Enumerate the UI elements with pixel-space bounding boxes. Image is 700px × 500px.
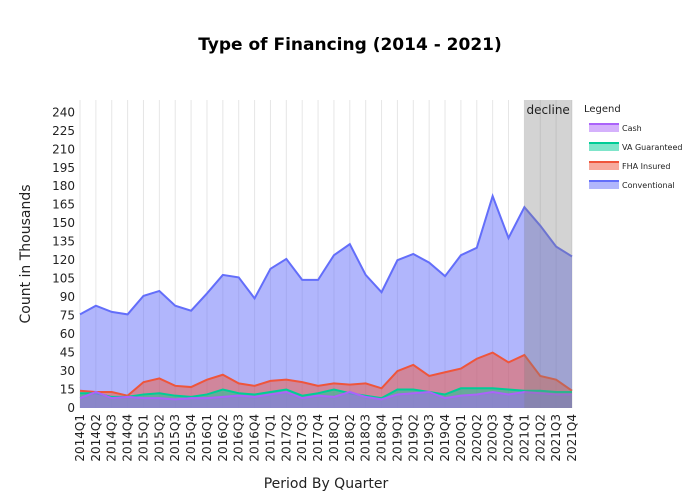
x-tick-label-2017Q4: 2017Q4 (311, 414, 325, 462)
chart-title: Type of Financing (2014 - 2021) (198, 35, 502, 55)
x-tick-label-2015Q2: 2015Q2 (152, 414, 166, 462)
x-tick-label-2014Q4: 2014Q4 (121, 414, 135, 462)
line-fha-insured (79, 351, 573, 397)
x-tick-label-2018Q1: 2018Q1 (327, 414, 341, 462)
y-tick-label: 120 (52, 253, 75, 267)
y-tick-label: 165 (52, 198, 75, 212)
y-tick-label: 75 (60, 309, 75, 323)
x-tick-label-2020Q3: 2020Q3 (486, 414, 500, 462)
area-series (79, 193, 573, 408)
y-tick-label: 210 (52, 142, 75, 156)
y-tick-label: 60 (60, 327, 75, 341)
x-tick-label-2018Q2: 2018Q2 (343, 414, 357, 462)
legend-swatch-cash (589, 124, 619, 132)
legend-label-fha-insured: FHA Insured (622, 162, 670, 171)
line-cash (79, 390, 572, 401)
y-tick-label: 90 (60, 290, 75, 304)
legend-item-fha-insured[interactable]: FHA Insured (589, 161, 670, 171)
y-tick-label: 15 (60, 383, 75, 397)
area-cash (80, 391, 572, 408)
x-axis-title: Period By Quarter (264, 476, 389, 492)
y-tick-label: 30 (60, 364, 75, 378)
x-tick-label-2016Q2: 2016Q2 (216, 414, 230, 462)
x-tick-label-2020Q4: 2020Q4 (502, 414, 516, 462)
x-tick-label-2017Q1: 2017Q1 (263, 414, 277, 462)
x-tick-label-2019Q4: 2019Q4 (438, 414, 452, 462)
x-tick-label-2018Q4: 2018Q4 (375, 414, 389, 462)
area-conventional (80, 196, 572, 408)
legend-title: Legend (584, 104, 621, 115)
x-tick-label-2017Q2: 2017Q2 (279, 414, 293, 462)
line-va-guaranteed (80, 387, 572, 400)
legend-item-va-guaranteed[interactable]: VA Guaranteed (589, 142, 682, 152)
x-tick-label-2021Q4: 2021Q4 (565, 414, 579, 462)
legend-label-conventional: Conventional (622, 181, 675, 190)
legend-item-conventional[interactable]: Conventional (589, 180, 675, 190)
legend-label-cash: Cash (622, 124, 642, 133)
x-tick-label-2014Q2: 2014Q2 (89, 414, 103, 462)
x-tick-label-2015Q4: 2015Q4 (184, 414, 198, 462)
legend-swatch-conventional (589, 181, 619, 189)
shaded-region-rect (524, 100, 572, 408)
y-axis-title: Count in Thousands (18, 184, 34, 323)
x-tick-label-2020Q1: 2020Q1 (454, 414, 468, 462)
x-tick-label-2019Q2: 2019Q2 (406, 414, 420, 462)
x-tick-label-2015Q3: 2015Q3 (168, 414, 182, 462)
legend-swatch-va-guaranteed (589, 143, 619, 151)
x-tick-label-2016Q4: 2016Q4 (248, 414, 262, 462)
y-tick-label: 0 (67, 401, 75, 415)
x-tick-label-2021Q2: 2021Q2 (533, 414, 547, 462)
y-tick-label: 150 (52, 216, 75, 230)
x-tick-label-2020Q2: 2020Q2 (470, 414, 484, 462)
y-tick-label: 240 (52, 105, 75, 119)
y-tick-label: 195 (52, 161, 75, 175)
x-tick-label-2014Q1: 2014Q1 (73, 414, 87, 462)
x-tick-label-2021Q3: 2021Q3 (549, 414, 563, 462)
y-tick-label: 180 (52, 179, 75, 193)
shaded-region: decline (524, 100, 572, 408)
legend-swatch-fha-insured (589, 162, 619, 170)
x-tick-label-2016Q3: 2016Q3 (232, 414, 246, 462)
legend-item-cash[interactable]: Cash (589, 123, 642, 133)
x-axis-ticks: 2014Q1 2014Q2 2014Q3 2014Q4 2015Q1 2015Q2 2015… (73, 414, 579, 462)
shaded-region-label: decline (527, 103, 570, 117)
x-tick-label-2019Q1: 2019Q1 (390, 414, 404, 462)
x-tick-label-2015Q1: 2015Q1 (136, 414, 150, 462)
x-tick-label-2018Q3: 2018Q3 (359, 414, 373, 462)
line-conventional (79, 193, 573, 316)
y-tick-label: 105 (52, 272, 75, 286)
x-tick-label-2019Q3: 2019Q3 (422, 414, 436, 462)
x-tick-label-2016Q1: 2016Q1 (200, 414, 214, 462)
legend-label-va-guaranteed: VA Guaranteed (622, 143, 682, 152)
y-tick-label: 225 (52, 124, 75, 138)
y-tick-label: 135 (52, 235, 75, 249)
y-tick-label: 45 (60, 346, 75, 360)
x-tick-label-2014Q3: 2014Q3 (105, 414, 119, 462)
y-axis-ticks: 0 15 30 45 60 75 90 105 120 135 150 165 180 195 210 225… (52, 105, 75, 415)
x-tick-label-2021Q1: 2021Q1 (517, 414, 531, 462)
x-tick-label-2017Q3: 2017Q3 (295, 414, 309, 462)
